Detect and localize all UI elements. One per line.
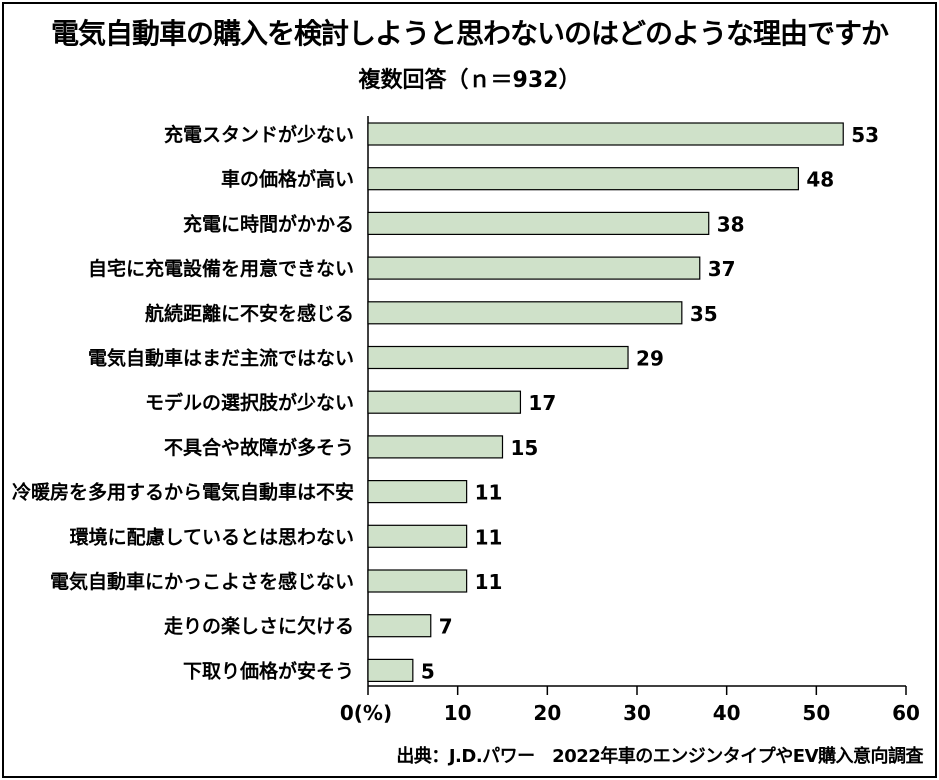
x-tick-label: 30 <box>623 701 651 725</box>
value-label: 48 <box>806 168 834 192</box>
value-label: 17 <box>528 391 556 415</box>
x-tick-label: 10 <box>444 701 472 725</box>
value-label: 7 <box>439 615 453 639</box>
bar <box>367 480 468 504</box>
x-tick-label: 50 <box>802 701 830 725</box>
category-label: 車の価格が高い <box>221 168 354 191</box>
category-label: 充電に時間がかかる <box>183 212 354 235</box>
bar <box>367 524 468 548</box>
value-label: 5 <box>421 659 435 683</box>
bar <box>367 211 710 235</box>
value-label: 35 <box>690 302 718 326</box>
chart-title: 電気自動車の購入を検討しようと思わないのはどのような理由ですか <box>50 17 889 50</box>
bar-chart: 充電スタンドが少ない 53 車の価格が高い 48 充電に時間がかかる 38 自宅に充電設備を… <box>12 116 920 725</box>
bar <box>367 390 522 414</box>
bar <box>367 122 844 146</box>
category-label: 航続距離に不安を感じる <box>145 302 354 325</box>
bar <box>367 435 504 459</box>
bar <box>367 658 414 683</box>
bar <box>367 614 432 638</box>
bar <box>367 167 799 191</box>
value-label: 11 <box>475 570 503 594</box>
value-label: 38 <box>717 212 745 236</box>
x-tick-label: 40 <box>713 701 741 725</box>
category-label: 走りの楽しさに欠ける <box>164 615 354 638</box>
value-label: 15 <box>511 436 539 460</box>
bar <box>367 301 683 325</box>
value-label: 11 <box>475 525 503 549</box>
value-label: 53 <box>851 123 879 147</box>
category-label: 冷暖房を多用するから電気自動車は不安 <box>12 481 354 504</box>
category-label: 自宅に充電設備を用意できない <box>88 257 354 280</box>
category-label: 下取り価格が安そう <box>183 659 354 682</box>
x-tick-label: 0(%) <box>340 701 392 725</box>
category-label: 充電スタンドが少ない <box>164 123 354 146</box>
bar <box>367 569 468 593</box>
chart-source: 出典：J.D.パワー 2022年車のエンジンタイプやEV購入意向調査 <box>396 746 923 767</box>
category-label: 環境に配慮しているとは思わない <box>70 525 354 548</box>
category-label: 電気自動車はまだ主流ではない <box>88 347 354 370</box>
x-tick-label: 20 <box>533 701 561 725</box>
value-label: 37 <box>708 257 736 281</box>
value-label: 11 <box>475 481 503 505</box>
value-label: 29 <box>636 347 664 371</box>
category-label: 不具合や故障が多そう <box>164 436 354 459</box>
category-label: 電気自動車にかっこよさを感じない <box>50 570 354 593</box>
x-tick-label: 60 <box>892 701 920 725</box>
category-label: モデルの選択肢が少ない <box>145 391 354 414</box>
bar <box>367 345 629 370</box>
chart-subtitle: 複数回答（ｎ＝932） <box>358 68 581 93</box>
bar <box>367 256 701 280</box>
